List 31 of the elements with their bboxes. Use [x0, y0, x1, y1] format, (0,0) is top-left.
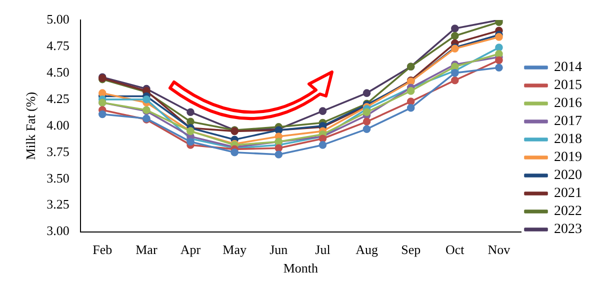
legend-label: 2020 [554, 168, 582, 184]
x-tick-label: Oct [446, 242, 465, 258]
legend-label: 2022 [554, 204, 582, 220]
y-axis-title: Milk Fat (%) [23, 92, 38, 160]
x-tick-label: Apr [180, 242, 202, 258]
y-tick-label: 4.25 [46, 90, 70, 106]
x-tick-label: Jun [270, 242, 288, 258]
y-tick-label: 4.75 [46, 38, 70, 53]
x-tick-label: Nov [488, 242, 511, 258]
x-tick-label: Jul [315, 242, 331, 258]
x-tick-label: Mar [136, 242, 158, 258]
y-tick-label: 5.00 [46, 11, 70, 26]
x-tick-label: May [222, 242, 247, 258]
x-tick-label: Feb [92, 242, 112, 258]
legend-label: 2017 [554, 114, 582, 130]
legend-label: 2018 [554, 132, 582, 148]
x-axis-title: Month [283, 260, 319, 276]
y-tick-label: 3.75 [46, 144, 70, 159]
x-tick-label: Sep [401, 242, 421, 258]
y-tick-label: 3.25 [46, 196, 70, 212]
legend-label: 2014 [554, 60, 582, 76]
legend-label: 2016 [554, 96, 582, 112]
x-tick-label: Aug [356, 242, 378, 258]
legend-label: 2019 [554, 150, 582, 166]
y-tick-label: 3.00 [46, 223, 70, 238]
y-tick-label: 3.50 [46, 170, 70, 186]
y-tick-label: 4.50 [46, 64, 70, 80]
y-tick-label: 4.00 [46, 117, 70, 132]
legend-label: 2015 [554, 78, 582, 94]
legend-label: 2021 [554, 186, 582, 202]
legend-label: 2023 [554, 222, 582, 238]
